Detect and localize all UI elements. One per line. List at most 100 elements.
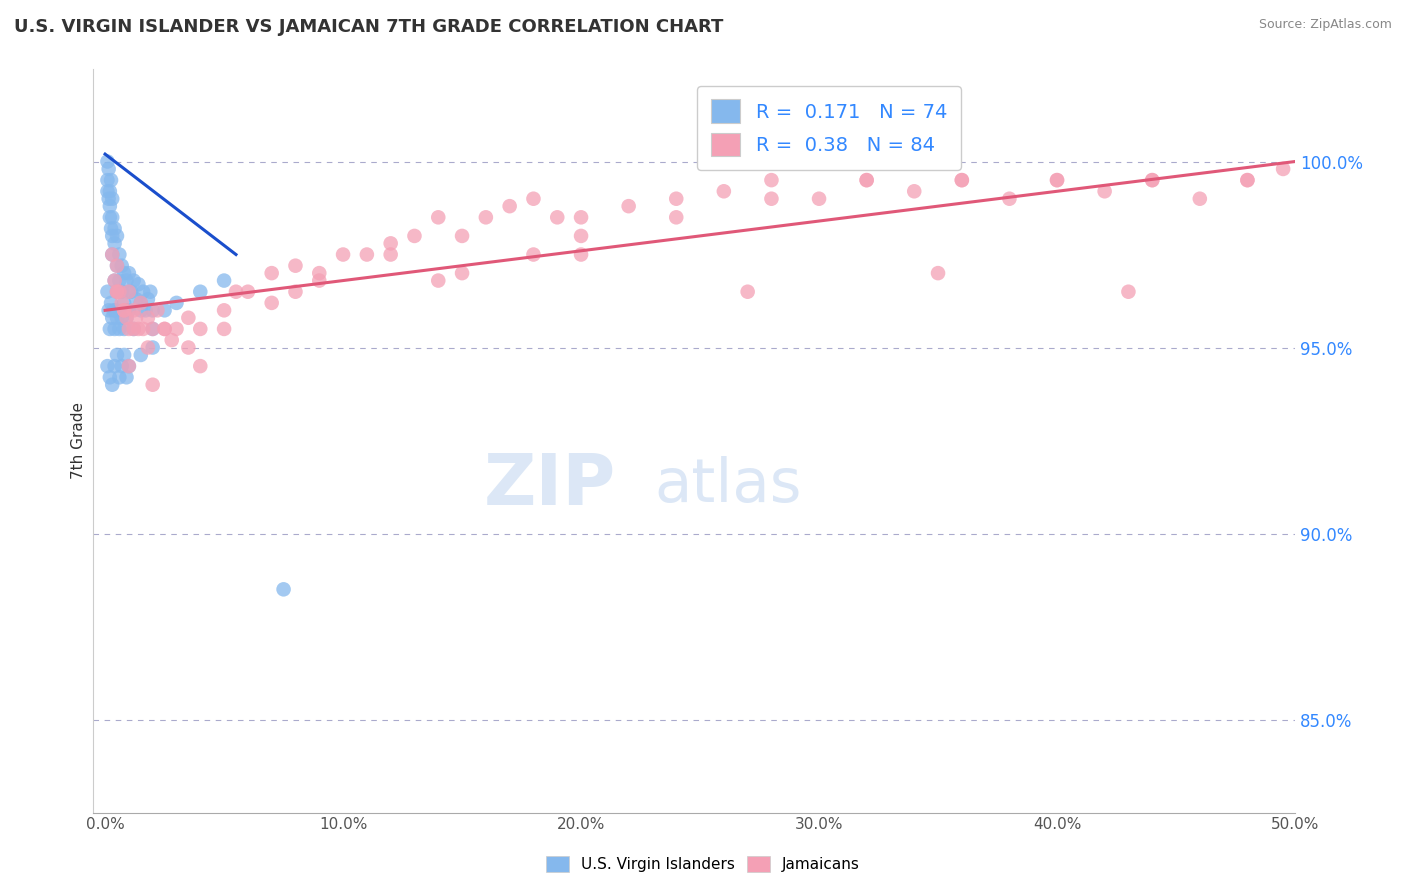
Point [380,247,402,261]
Point [139,285,162,299]
Point [104,236,127,251]
Point [177,310,200,325]
Point [212,303,235,318]
Point [122,303,145,318]
Point [617,199,640,213]
Point [96,285,118,299]
Point [120,285,142,299]
Point [97,303,120,318]
Point [112,303,135,318]
Point [569,211,592,225]
Point [101,211,124,225]
Point [101,228,124,243]
Text: U.S. VIRGIN ISLANDER VS JAMAICAN 7TH GRADE CORRELATION CHART: U.S. VIRGIN ISLANDER VS JAMAICAN 7TH GRA… [14,18,724,36]
Point [808,192,831,206]
Point [105,259,128,273]
Point [118,303,141,318]
Point [115,370,138,384]
Point [105,285,128,299]
Point [108,274,131,288]
Y-axis label: 7th Grade: 7th Grade [72,402,86,479]
Point [761,173,783,187]
Point [569,247,592,261]
Point [950,173,973,187]
Point [105,285,128,299]
Point [104,322,127,336]
Point [273,582,295,597]
Point [98,370,121,384]
Point [855,173,877,187]
Point [104,359,127,373]
Point [118,359,141,373]
Point [451,228,474,243]
Point [713,184,735,198]
Point [142,322,165,336]
Point [98,184,121,198]
Point [236,285,259,299]
Point [118,285,141,299]
Point [132,285,155,299]
Point [569,228,592,243]
Point [284,285,307,299]
Point [260,266,283,280]
Point [665,192,688,206]
Point [96,359,118,373]
Point [1046,173,1069,187]
Point [111,310,134,325]
Point [308,266,330,280]
Point [903,184,925,198]
Point [98,199,121,213]
Point [112,322,135,336]
Point [96,184,118,198]
Point [105,259,128,273]
Point [1142,173,1164,187]
Point [142,377,165,392]
Point [118,285,141,299]
Legend: U.S. Virgin Islanders, Jamaicans: U.S. Virgin Islanders, Jamaicans [538,848,868,880]
Point [122,274,145,288]
Point [105,348,128,362]
Point [855,173,877,187]
Point [225,285,247,299]
Point [1046,173,1069,187]
Point [105,285,128,299]
Point [142,322,165,336]
Point [522,192,544,206]
Point [998,192,1021,206]
Point [451,266,474,280]
Point [136,341,159,355]
Point [111,285,134,299]
Point [153,322,176,336]
Point [97,192,120,206]
Text: atlas: atlas [655,456,803,515]
Point [104,303,127,318]
Point [129,296,152,310]
Point [101,247,124,261]
Point [129,296,152,310]
Point [108,285,131,299]
Point [212,322,235,336]
Point [356,247,378,261]
Point [260,296,283,310]
Point [125,310,148,325]
Point [108,247,131,261]
Point [380,236,402,251]
Point [122,322,145,336]
Point [118,359,141,373]
Point [111,359,134,373]
Point [118,266,141,280]
Point [332,247,354,261]
Point [950,173,973,187]
Point [427,211,450,225]
Point [115,310,138,325]
Point [188,285,211,299]
Point [404,228,426,243]
Point [101,377,124,392]
Point [96,154,118,169]
Point [153,322,176,336]
Point [188,359,211,373]
Point [108,370,131,384]
Point [427,274,450,288]
Point [498,199,520,213]
Point [129,348,152,362]
